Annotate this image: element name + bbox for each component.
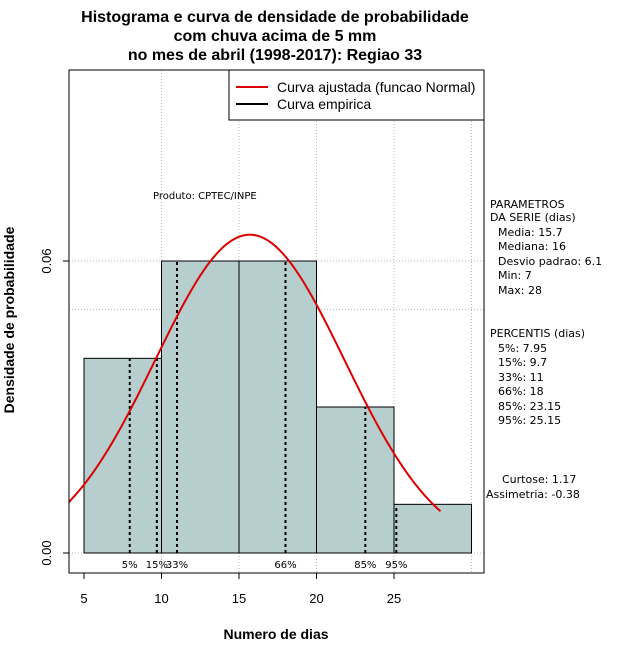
y-tick-label-1: 0.06 [39, 248, 54, 273]
parameters-header-1: PARAMETROS [490, 198, 565, 211]
percentile-label-5: 95% [385, 560, 407, 571]
x-tick-label-4: 25 [387, 591, 401, 606]
histogram-bar-2 [238, 260, 317, 554]
title-line-1: Histograma e curva de densidade de proba… [81, 9, 469, 26]
stat-assimetria: Assimetria: -0.38 [486, 488, 580, 501]
histogram-bar-4 [393, 503, 472, 554]
param-media: Media: 15.7 [498, 226, 563, 239]
normal-curve [68, 233, 442, 513]
parameters-panel: PARAMETROS DA SERIE (dias) Media: 15.7 M… [490, 198, 602, 297]
param-desvio: Desvio padrao: 6.1 [498, 255, 602, 268]
y-axis: 0.00 0.06 [39, 248, 69, 566]
percentile-85: 85%: 23.15 [498, 400, 561, 413]
percentile-label-3: 66% [274, 560, 296, 571]
param-min: Min: 7 [498, 269, 532, 282]
histogram-bar-3 [316, 406, 395, 554]
param-max: Max: 28 [498, 284, 542, 297]
histogram-bar-0 [83, 357, 162, 554]
title-line-3: no mes de abril (1998-2017): Regiao 33 [128, 47, 422, 64]
product-annotation: Produto: CPTEC/INPE [153, 191, 257, 202]
legend: Curva ajustada (funcao Normal) Curva emp… [228, 69, 485, 121]
legend-label-empirical: Curva empirica [277, 96, 371, 112]
percentile-95: 95%: 25.15 [498, 414, 561, 427]
percentile-15: 15%: 9.7 [498, 356, 547, 369]
legend-label-fitted: Curva ajustada (funcao Normal) [277, 79, 475, 95]
percentile-label-4: 85% [354, 560, 376, 571]
y-tick-label-0: 0.00 [39, 540, 54, 565]
histogram-bar-1 [161, 260, 240, 554]
x-tick-label-1: 10 [154, 591, 168, 606]
x-axis: 5 10 15 20 25 [80, 573, 401, 606]
stat-curtose: Curtose: 1.17 [502, 473, 576, 486]
x-tick-label-2: 15 [232, 591, 246, 606]
percentile-label-0: 5% [122, 560, 138, 571]
x-tick-label-3: 20 [309, 591, 323, 606]
percentile-5: 5%: 7.95 [498, 342, 547, 355]
percentile-66: 66%: 18 [498, 385, 544, 398]
percentile-label-1: 15% [146, 560, 168, 571]
title-line-2: com chuva acima de 5 mm [174, 28, 377, 45]
histogram-bars [83, 260, 472, 554]
x-axis-label: Numero de dias [223, 626, 328, 642]
y-axis-label: Densidade de probabilidade [1, 226, 17, 413]
percentile-label-2: 33% [166, 560, 188, 571]
x-tick-label-0: 5 [80, 591, 87, 606]
normal-curve-layer [68, 233, 442, 513]
chart-title: Histograma e curva de densidade de proba… [81, 9, 469, 64]
percentiles-panel: PERCENTIS (dias) 5%: 7.95 15%: 9.7 33%: … [490, 327, 585, 427]
percentile-33: 33%: 11 [498, 371, 544, 384]
percentiles-header: PERCENTIS (dias) [490, 327, 585, 340]
shape-stats-panel: Curtose: 1.17 Assimetria: -0.38 [486, 473, 580, 501]
param-mediana: Mediana: 16 [498, 240, 566, 253]
percentile-lines: 5% 15%33% 66% 85% 95% [122, 261, 407, 571]
parameters-header-2: DA SERIE (dias) [490, 211, 576, 224]
legend-box [228, 69, 485, 121]
